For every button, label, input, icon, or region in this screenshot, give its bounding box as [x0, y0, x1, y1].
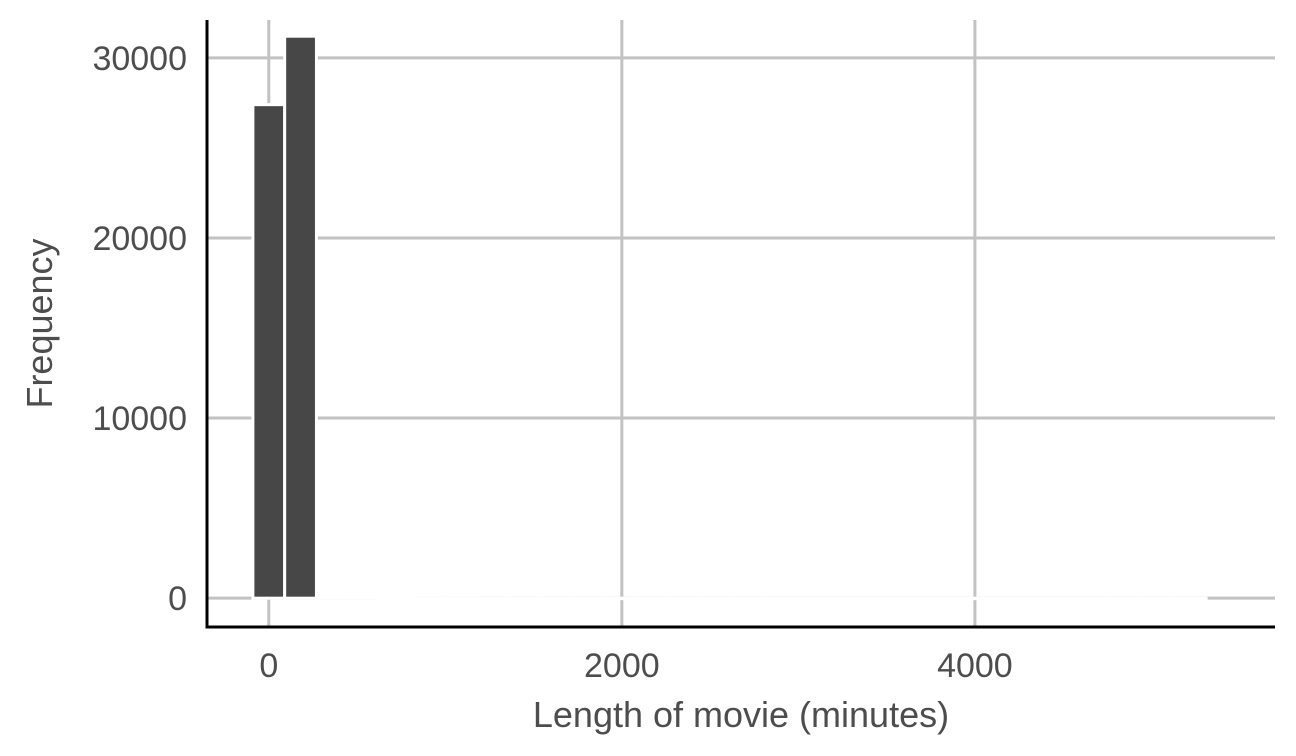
bars-layer [251, 34, 1208, 601]
histogram-bar [442, 596, 477, 601]
grid-layer [207, 20, 1275, 627]
tick-labels-layer: 0 10000 20000 30000 0 2000 4000 [92, 40, 1012, 685]
histogram-bar [1045, 596, 1081, 601]
y-tick-label: 30000 [92, 40, 187, 78]
x-tick-label: 2000 [584, 647, 660, 685]
histogram-bar [1014, 596, 1049, 601]
axes-layer [205, 20, 1275, 629]
histogram-bar [378, 596, 414, 601]
histogram-bar [759, 596, 795, 601]
y-tick-label: 0 [168, 580, 187, 618]
histogram-bar [791, 596, 827, 601]
histogram-bar [632, 596, 668, 601]
histogram-bar [251, 103, 287, 600]
histogram-bar [950, 596, 986, 601]
x-tick-label: 0 [259, 647, 278, 685]
y-tick-label: 10000 [92, 400, 187, 438]
y-tick-label: 20000 [92, 220, 187, 258]
histogram-bar [823, 596, 859, 601]
histogram-bar [346, 596, 382, 600]
histogram-bar [537, 596, 573, 601]
histogram-bar [728, 596, 763, 601]
histogram-bar [1077, 596, 1113, 601]
x-axis-title: Length of movie (minutes) [533, 694, 949, 735]
histogram-bar [410, 596, 446, 601]
histogram-bar [664, 596, 700, 601]
histogram-bar [569, 596, 604, 601]
histogram-bar [1172, 596, 1208, 601]
histogram-bar [855, 596, 890, 601]
histogram-bar [1141, 596, 1176, 601]
histogram-bar [505, 596, 541, 601]
histogram-bar [982, 596, 1018, 601]
histogram-bar [600, 596, 636, 601]
histogram-bar [696, 596, 732, 601]
histogram-bar [886, 596, 922, 601]
histogram-bar [918, 596, 954, 601]
y-axis-title: Frequency [19, 238, 60, 408]
histogram-bar [314, 595, 350, 600]
histogram-bar [1109, 596, 1145, 601]
histogram-bar [283, 34, 318, 600]
histogram-bar [473, 596, 509, 601]
x-tick-label: 4000 [937, 647, 1013, 685]
